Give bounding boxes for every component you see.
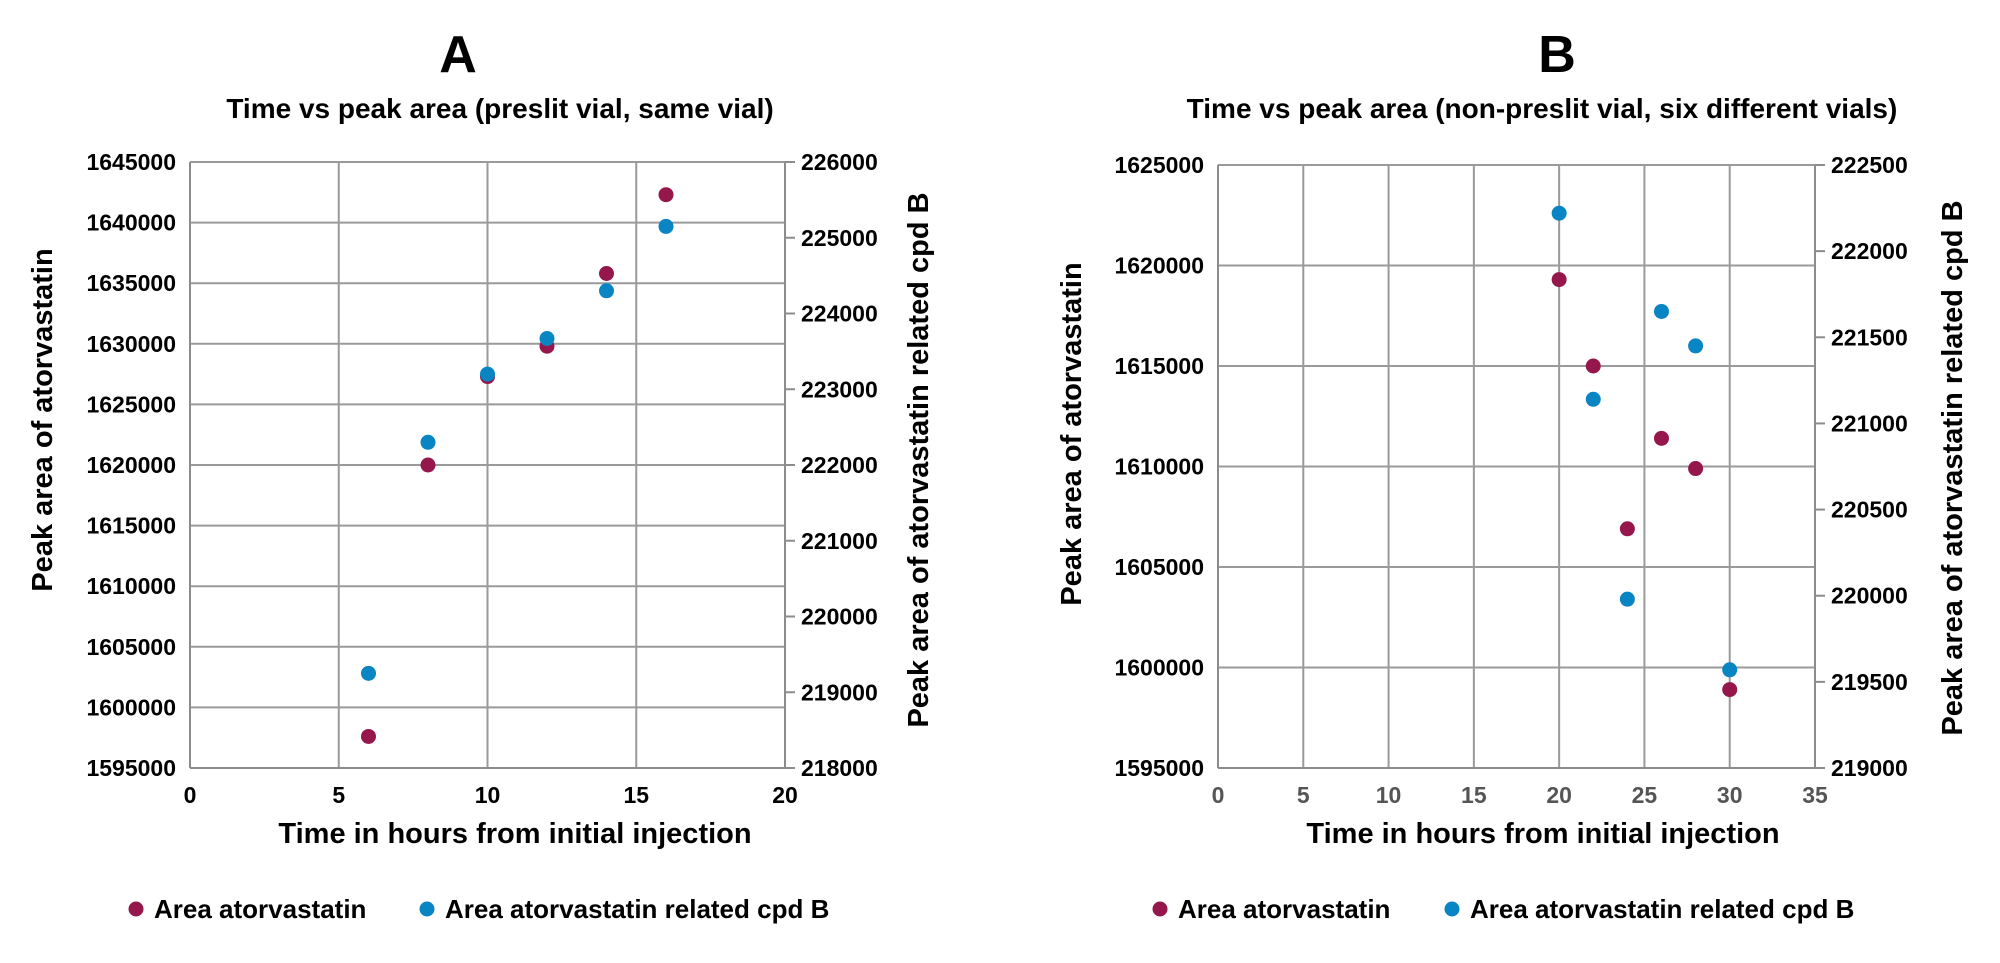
y2-tick-label: 226000 xyxy=(801,149,878,175)
x-tick-label: 35 xyxy=(1802,782,1828,808)
legend-b: Area atorvastatin Area atorvastatin rela… xyxy=(1152,894,1854,924)
y-tick-label: 1640000 xyxy=(86,210,176,236)
data-point-cpd-b xyxy=(1722,662,1738,678)
data-point-cpd-b xyxy=(1551,205,1567,221)
data-point-atorvastatin xyxy=(658,187,674,203)
y2-tick-label: 221000 xyxy=(801,528,878,554)
y-tick-label: 1600000 xyxy=(86,694,176,720)
data-point-atorvastatin xyxy=(1688,461,1704,477)
y2-tick-label: 223000 xyxy=(801,376,878,402)
y-tick-label: 1595000 xyxy=(86,755,176,781)
y2-tick-label: 219000 xyxy=(801,679,878,705)
x-tick-label: 15 xyxy=(1461,782,1487,808)
legend-label-atorvastatin-a: Area atorvastatin xyxy=(154,894,366,924)
y-tick-label: 1635000 xyxy=(86,270,176,296)
legend-a: Area atorvastatin Area atorvastatin rela… xyxy=(128,894,829,924)
data-point-cpd-b xyxy=(1619,591,1635,607)
x-tick-label: 0 xyxy=(184,782,197,808)
y-tick-label: 1605000 xyxy=(86,634,176,660)
legend-marker-cpd-b-a xyxy=(419,901,435,917)
x-tick-label: 0 xyxy=(1212,782,1225,808)
legend-label-cpd-b-b: Area atorvastatin related cpd B xyxy=(1470,894,1854,924)
data-point-cpd-b xyxy=(480,366,495,382)
y2-tick-label: 222000 xyxy=(1831,238,1908,264)
y2-tick-label: 225000 xyxy=(801,225,878,251)
y-tick-label: 1595000 xyxy=(1114,755,1204,781)
y-tick-label: 1625000 xyxy=(86,391,176,417)
y-axis-title-a: Peak area of atorvastatin xyxy=(27,248,59,591)
y2-tick-label: 219500 xyxy=(1831,669,1908,695)
chart-title-b: Time vs peak area (non-preslit vial, six… xyxy=(1187,93,1898,124)
x-tick-label: 20 xyxy=(1546,782,1572,808)
legend-label-atorvastatin-b: Area atorvastatin xyxy=(1178,894,1390,924)
data-point-atorvastatin xyxy=(599,266,614,282)
y-tick-label: 1625000 xyxy=(1114,152,1204,178)
y-tick-label: 1600000 xyxy=(1114,655,1204,681)
y2-tick-label: 220000 xyxy=(1831,583,1908,609)
y-tick-label: 1615000 xyxy=(86,513,176,539)
y2-axis-title-b: Peak area of atorvastatin related cpd B xyxy=(1937,200,1969,735)
y2-tick-label: 222500 xyxy=(1831,152,1908,178)
y-tick-label: 1615000 xyxy=(1114,353,1204,379)
chart-panel-a: A Time vs peak area (preslit vial, same … xyxy=(27,26,935,924)
legend-label-cpd-b-a: Area atorvastatin related cpd B xyxy=(445,894,829,924)
y2-axis-title-a: Peak area of atorvastatin related cpd B xyxy=(903,192,935,727)
y-tick-label: 1605000 xyxy=(1114,554,1204,580)
y-tick-label: 1645000 xyxy=(86,149,176,175)
y-axis-title-b: Peak area of atorvastatin xyxy=(1056,262,1088,605)
y-tick-label: 1610000 xyxy=(86,573,176,599)
data-point-atorvastatin xyxy=(1585,358,1601,374)
panel-letter-a: A xyxy=(439,26,477,84)
x-tick-label: 5 xyxy=(332,782,345,808)
y2-tick-label: 221500 xyxy=(1831,324,1908,350)
panel-letter-b: B xyxy=(1538,26,1576,84)
y-tick-label: 1630000 xyxy=(86,331,176,357)
x-tick-label: 10 xyxy=(1376,782,1402,808)
legend-marker-cpd-b-b xyxy=(1444,901,1460,917)
x-tick-label: 30 xyxy=(1717,782,1743,808)
x-tick-label: 25 xyxy=(1632,782,1658,808)
x-axis-title-b: Time in hours from initial injection xyxy=(1306,818,1779,850)
y2-tick-label: 222000 xyxy=(801,452,878,478)
data-point-cpd-b xyxy=(539,330,555,346)
x-tick-label: 5 xyxy=(1297,782,1310,808)
y2-tick-label: 221000 xyxy=(1831,410,1908,436)
data-point-atorvastatin xyxy=(1619,521,1635,537)
legend-marker-atorvastatin-a xyxy=(128,901,144,917)
y2-tick-label: 219000 xyxy=(1831,755,1908,781)
x-tick-label: 20 xyxy=(772,782,798,808)
data-point-cpd-b xyxy=(599,283,614,299)
chart-panel-b: B Time vs peak area (non-preslit vial, s… xyxy=(1056,26,1969,924)
x-axis-title-a: Time in hours from initial injection xyxy=(278,818,751,850)
data-point-atorvastatin xyxy=(361,728,376,744)
y2-tick-label: 220000 xyxy=(801,604,878,630)
data-point-cpd-b xyxy=(361,665,376,681)
y-tick-label: 1610000 xyxy=(1114,454,1204,480)
data-point-cpd-b xyxy=(1688,338,1704,354)
data-point-cpd-b xyxy=(658,218,674,234)
x-tick-label: 15 xyxy=(623,782,649,808)
data-point-atorvastatin xyxy=(1653,430,1669,446)
data-point-atorvastatin xyxy=(1551,272,1567,288)
y2-tick-label: 218000 xyxy=(801,755,878,781)
legend-marker-atorvastatin-b xyxy=(1152,901,1168,917)
data-point-cpd-b xyxy=(1585,391,1601,407)
x-tick-label: 10 xyxy=(475,782,501,808)
data-point-cpd-b xyxy=(1653,303,1669,319)
chart-title-a: Time vs peak area (preslit vial, same vi… xyxy=(226,93,773,124)
data-point-cpd-b xyxy=(420,434,436,450)
data-point-atorvastatin xyxy=(420,457,436,473)
y-tick-label: 1620000 xyxy=(86,452,176,478)
data-point-atorvastatin xyxy=(1722,682,1738,698)
y2-tick-label: 220500 xyxy=(1831,497,1908,523)
y2-tick-label: 224000 xyxy=(801,301,878,327)
y-tick-label: 1620000 xyxy=(1114,253,1204,279)
